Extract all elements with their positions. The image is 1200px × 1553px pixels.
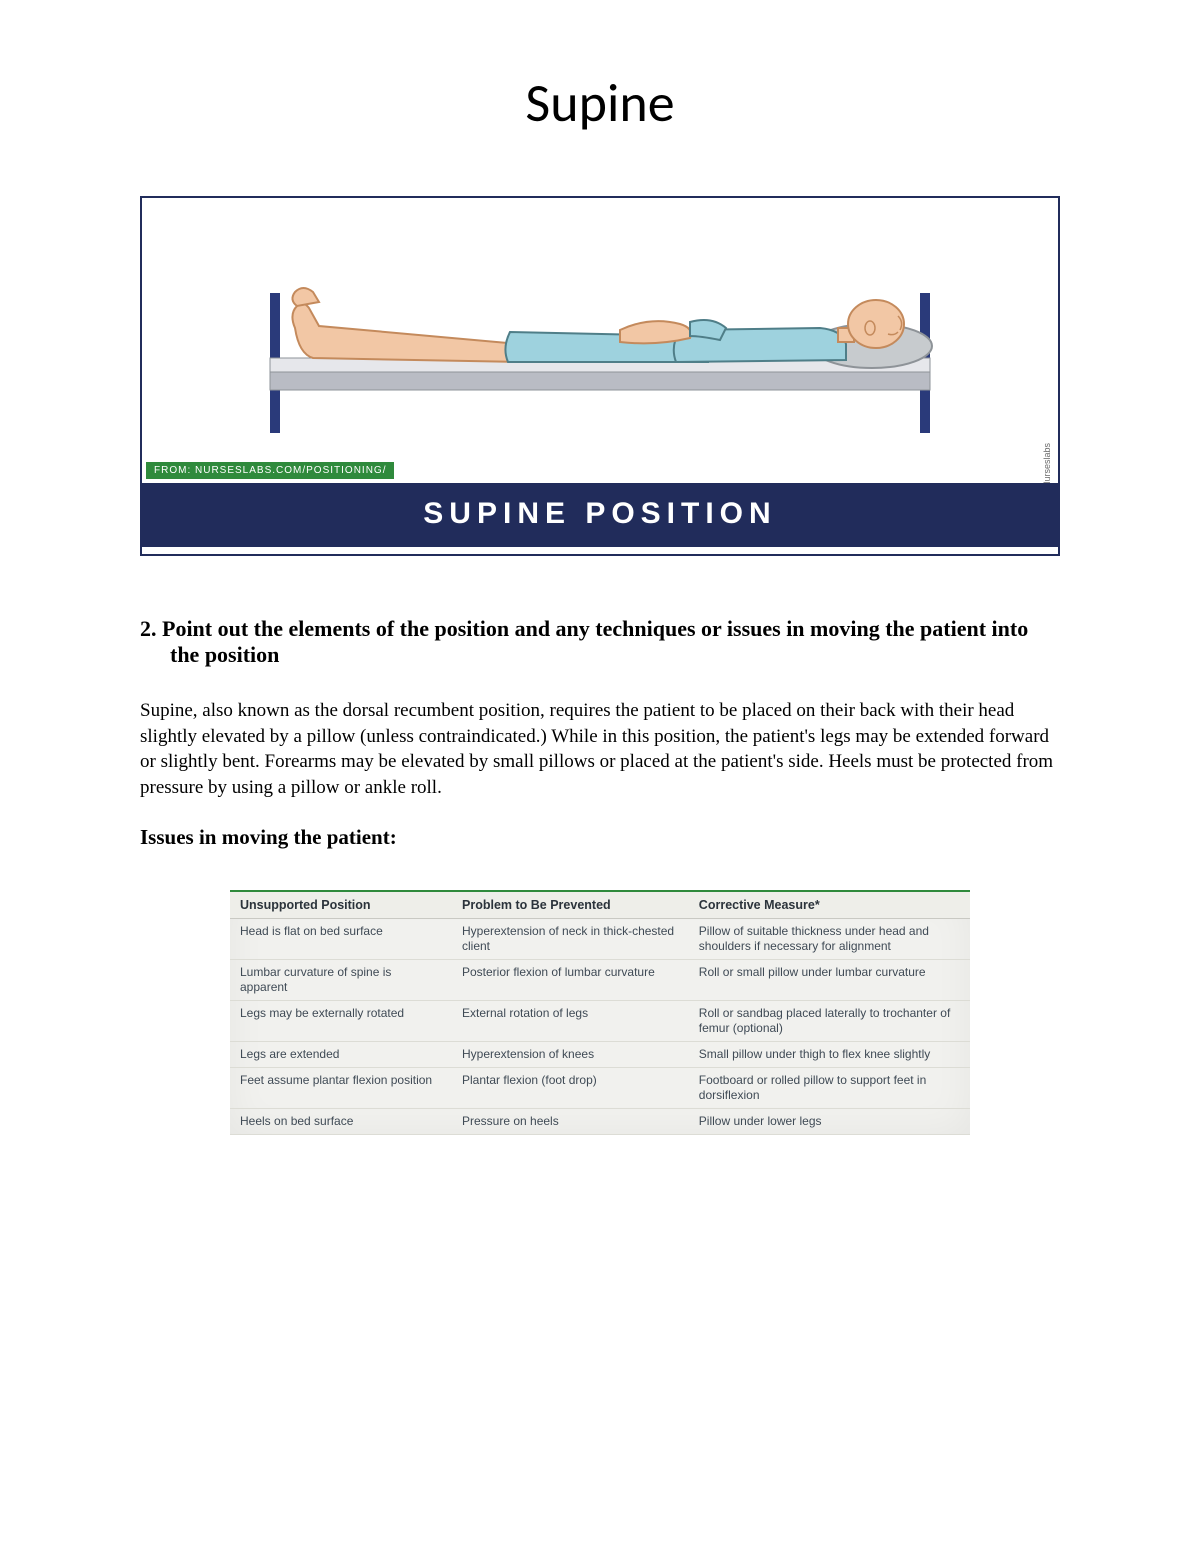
cell: Hyperextension of knees bbox=[452, 1041, 689, 1067]
cell: Lumbar curvature of spine is apparent bbox=[230, 959, 452, 1000]
table-row: Head is flat on bed surface Hyperextensi… bbox=[230, 918, 970, 959]
cell: Heels on bed surface bbox=[230, 1108, 452, 1134]
document-page: Supine bbox=[0, 0, 1200, 1175]
cell: External rotation of legs bbox=[452, 1000, 689, 1041]
cell: Pressure on heels bbox=[452, 1108, 689, 1134]
issues-table-wrap: Unsupported Position Problem to Be Preve… bbox=[230, 890, 970, 1135]
cell: Plantar flexion (foot drop) bbox=[452, 1067, 689, 1108]
cell: Legs are extended bbox=[230, 1041, 452, 1067]
cell: Legs may be externally rotated bbox=[230, 1000, 452, 1041]
illustration-area: Nurseslabs FROM: NURSESLABS.COM/POSITION… bbox=[142, 198, 1058, 483]
illustration-source-tag: FROM: NURSESLABS.COM/POSITIONING/ bbox=[146, 462, 394, 479]
section-heading-text: Point out the elements of the position a… bbox=[162, 616, 1028, 667]
cell: Pillow under lower legs bbox=[689, 1108, 970, 1134]
cell: Footboard or rolled pillow to support fe… bbox=[689, 1067, 970, 1108]
cell: Pillow of suitable thickness under head … bbox=[689, 918, 970, 959]
illustration-watermark: Nurseslabs bbox=[1042, 443, 1052, 483]
illustration-banner: SUPINE POSITION bbox=[142, 483, 1058, 547]
table-col-1: Problem to Be Prevented bbox=[452, 892, 689, 919]
table-col-2: Corrective Measure* bbox=[689, 892, 970, 919]
cell: Hyperextension of neck in thick-chested … bbox=[452, 918, 689, 959]
table-col-0: Unsupported Position bbox=[230, 892, 452, 919]
body-paragraph: Supine, also known as the dorsal recumbe… bbox=[140, 698, 1060, 801]
illustration-frame: Nurseslabs FROM: NURSESLABS.COM/POSITION… bbox=[140, 196, 1060, 556]
table-row: Heels on bed surface Pressure on heels P… bbox=[230, 1108, 970, 1134]
table-row: Lumbar curvature of spine is apparent Po… bbox=[230, 959, 970, 1000]
issues-table: Unsupported Position Problem to Be Preve… bbox=[230, 892, 970, 1135]
cell: Roll or small pillow under lumbar curvat… bbox=[689, 959, 970, 1000]
table-row: Feet assume plantar flexion position Pla… bbox=[230, 1067, 970, 1108]
cell: Posterior flexion of lumbar curvature bbox=[452, 959, 689, 1000]
table-row: Legs are extended Hyperextension of knee… bbox=[230, 1041, 970, 1067]
cell: Roll or sandbag placed laterally to troc… bbox=[689, 1000, 970, 1041]
page-title: Supine bbox=[140, 70, 1060, 136]
cell: Feet assume plantar flexion position bbox=[230, 1067, 452, 1108]
cell: Head is flat on bed surface bbox=[230, 918, 452, 959]
supine-illustration-svg bbox=[142, 198, 1058, 483]
cell: Small pillow under thigh to flex knee sl… bbox=[689, 1041, 970, 1067]
section-number: 2. bbox=[140, 616, 157, 641]
section-heading: 2. Point out the elements of the positio… bbox=[140, 616, 1060, 668]
table-row: Legs may be externally rotated External … bbox=[230, 1000, 970, 1041]
issues-subheading: Issues in moving the patient: bbox=[140, 825, 1060, 850]
table-header-row: Unsupported Position Problem to Be Preve… bbox=[230, 892, 970, 919]
